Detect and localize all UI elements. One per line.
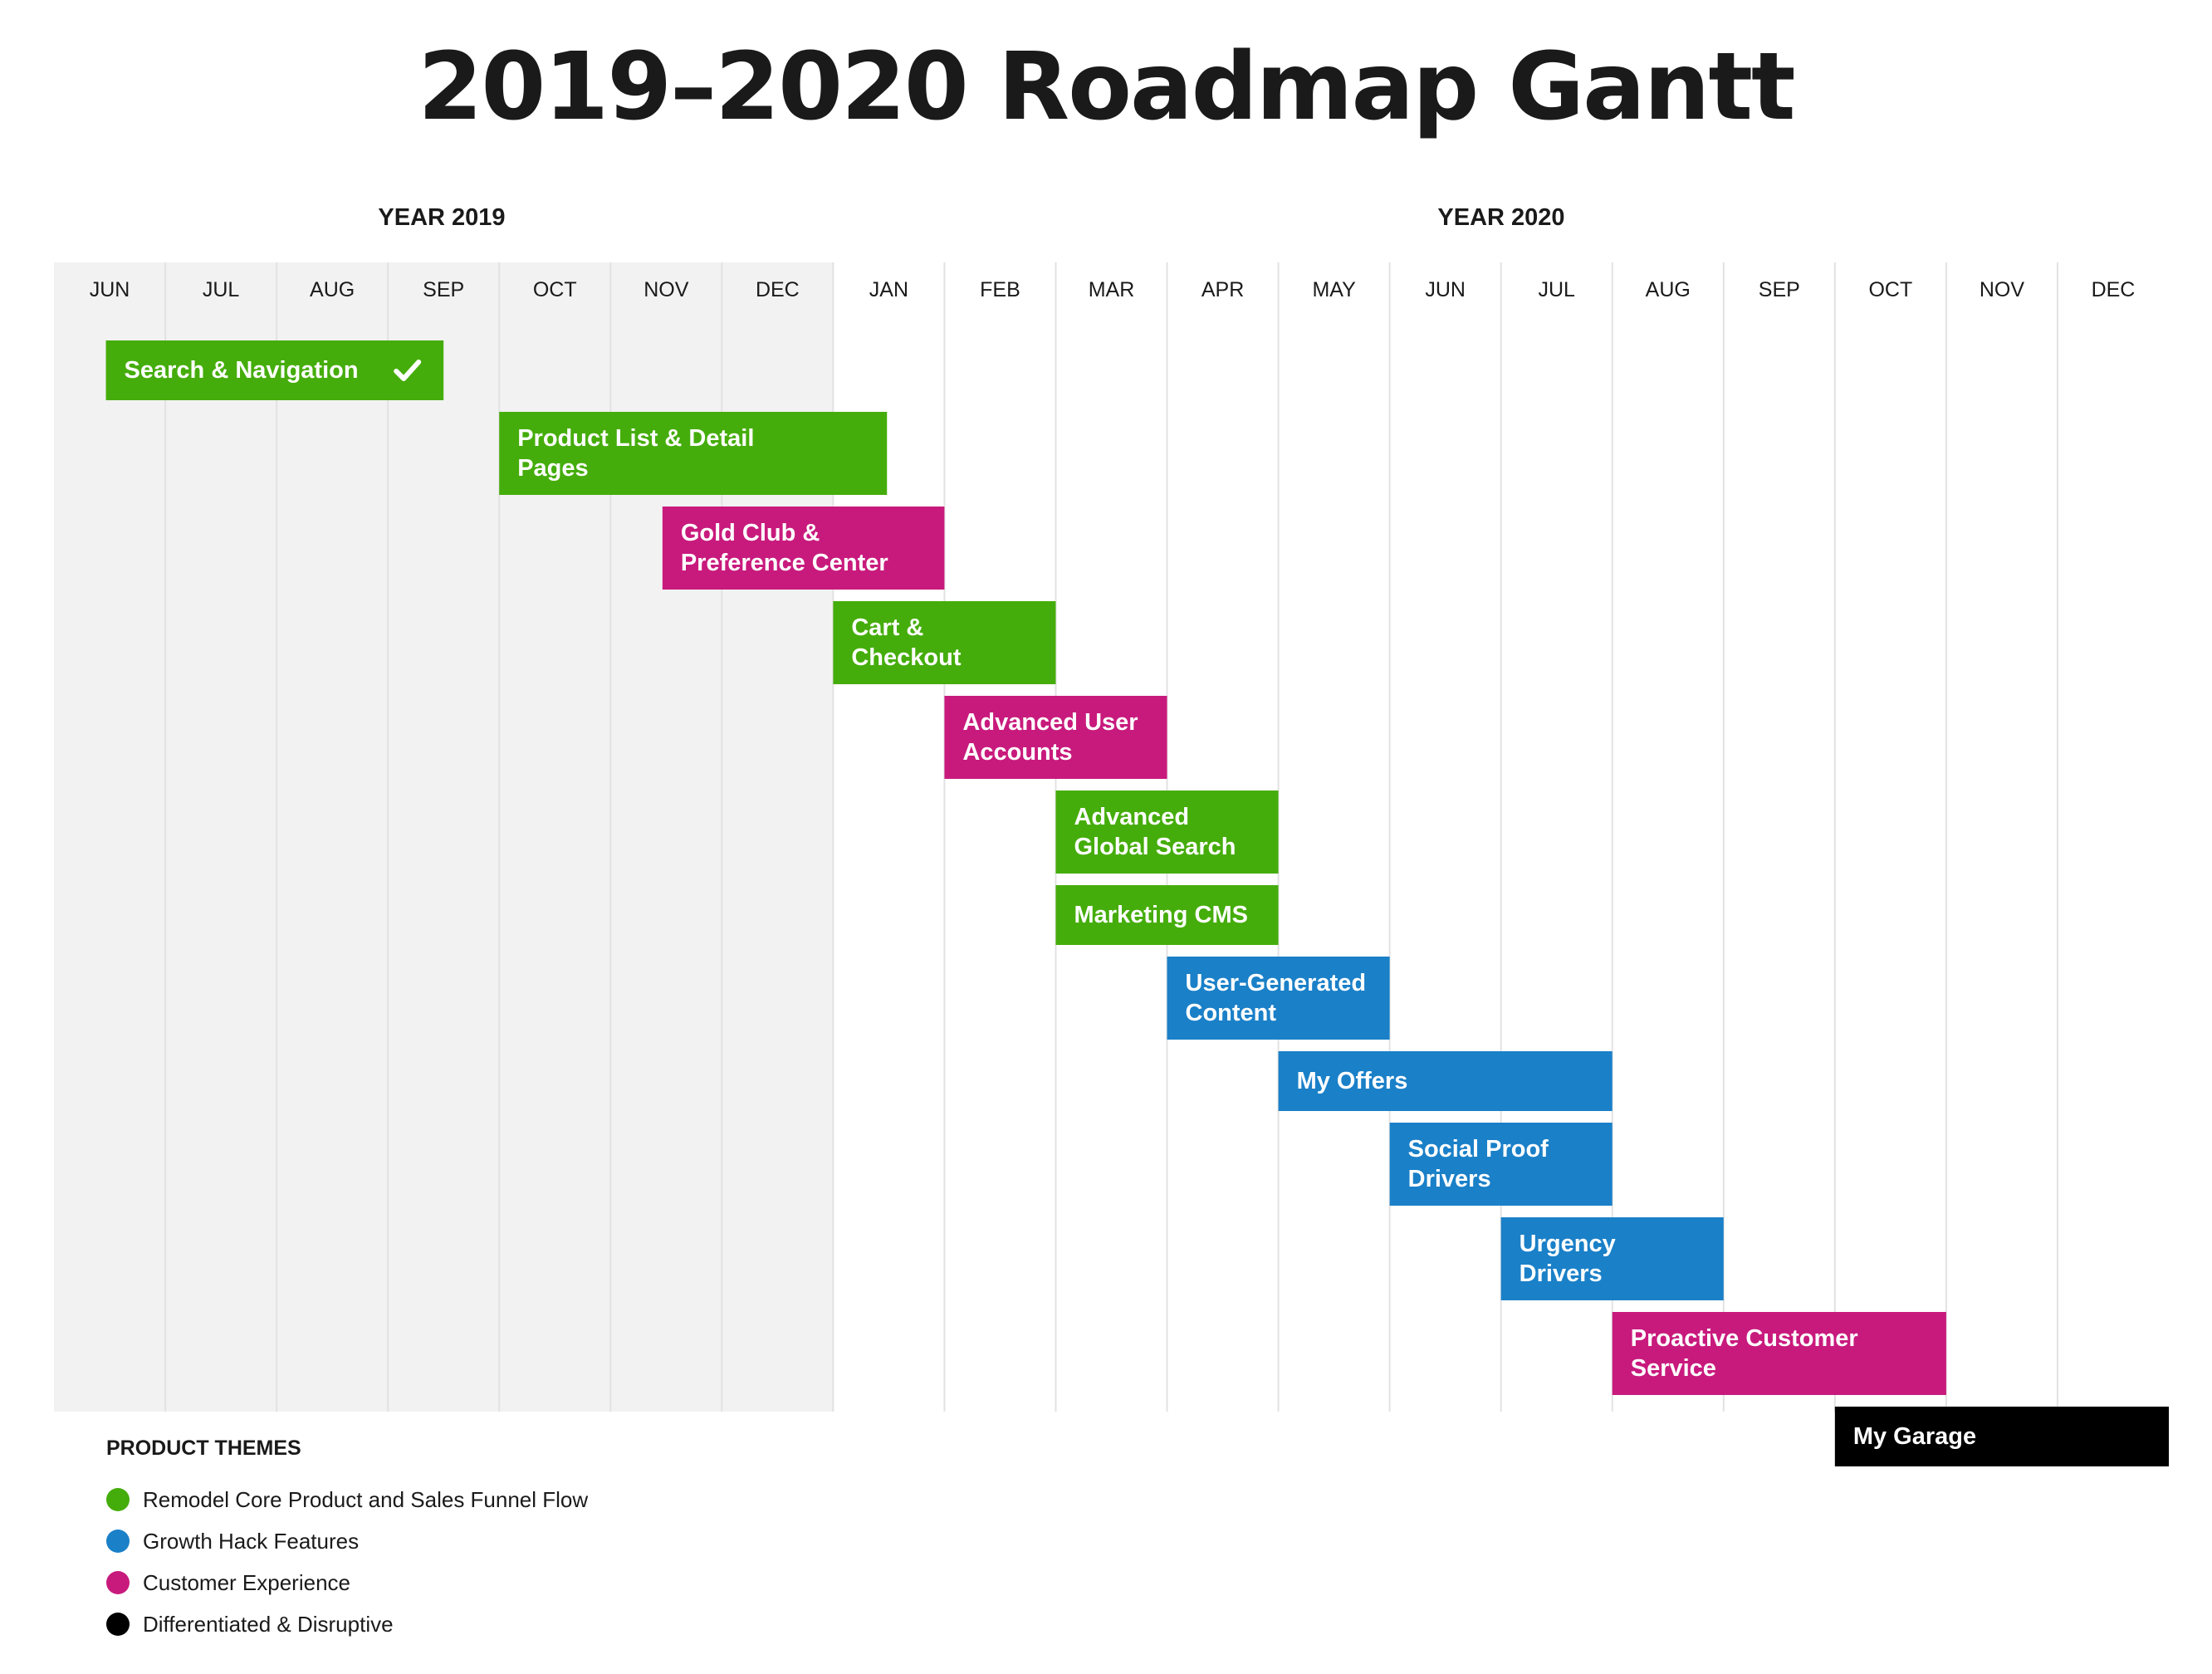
month-label: JUN <box>90 278 130 301</box>
legend-label-growth: Growth Hack Features <box>143 1528 360 1554</box>
task-bar <box>662 507 945 590</box>
legend-item-core: Remodel Core Product and Sales Funnel Fl… <box>106 1479 588 1520</box>
task-label: Global Search <box>1074 834 1236 860</box>
task-label: Service <box>1631 1355 1716 1382</box>
task-label: Content <box>1186 1000 1277 1026</box>
task-bar <box>1389 1123 1613 1206</box>
task-label: User-Generated <box>1186 970 1367 996</box>
task-bar <box>1278 1051 1613 1111</box>
task-bar <box>1834 1407 2169 1466</box>
month-label: AUG <box>310 278 355 301</box>
month-label: DEC <box>756 278 800 301</box>
task-label: Gold Club & <box>681 520 820 546</box>
task-bar <box>1500 1217 1724 1300</box>
month-label: SEP <box>1759 278 1800 301</box>
task-label: My Garage <box>1853 1423 1976 1450</box>
legend-dot-customer-experience <box>106 1571 130 1594</box>
year-label-2019: YEAR 2019 <box>378 204 506 231</box>
month-label: JUL <box>203 278 240 301</box>
month-label: SEP <box>423 278 464 301</box>
legend-item-customer-experience: Customer Experience <box>106 1562 588 1603</box>
legend-dot-growth <box>106 1530 130 1553</box>
month-label: OCT <box>1868 278 1912 301</box>
task-label: My Offers <box>1297 1068 1408 1094</box>
task-bar <box>833 601 1056 684</box>
legend-item-growth: Growth Hack Features <box>106 1520 588 1562</box>
legend-label-customer-experience: Customer Experience <box>143 1569 350 1595</box>
task-label: Search & Navigation <box>125 357 359 384</box>
task-bar <box>1167 957 1390 1040</box>
month-label: FEB <box>980 278 1020 301</box>
legend-label-core: Remodel Core Product and Sales Funnel Fl… <box>143 1486 589 1512</box>
month-label: NOV <box>644 278 689 301</box>
task-bar <box>1055 790 1279 874</box>
task-label: Pages <box>517 455 588 482</box>
task-bar <box>944 696 1167 779</box>
task-bar <box>1612 1312 1946 1395</box>
task-label: Marketing CMS <box>1074 902 1247 928</box>
task-label: Advanced User <box>962 709 1138 736</box>
chart-title: 2019–2020 Roadmap Gantt <box>418 33 1795 141</box>
month-label: DEC <box>2092 278 2136 301</box>
task-label: Preference Center <box>681 550 888 576</box>
month-label: JUL <box>1538 278 1575 301</box>
task-label: Advanced <box>1074 804 1189 830</box>
task-label: Proactive Customer <box>1631 1325 1858 1352</box>
task-label: Drivers <box>1408 1166 1491 1192</box>
month-label: JUN <box>1425 278 1466 301</box>
task-label: Social Proof <box>1408 1136 1549 1162</box>
year-label-2020: YEAR 2020 <box>1437 204 1565 231</box>
legend-item-disruptive: Differentiated & Disruptive <box>106 1603 588 1645</box>
month-label: OCT <box>533 278 577 301</box>
task-label: Urgency <box>1520 1231 1616 1257</box>
month-label: JAN <box>869 278 908 301</box>
task-label: Checkout <box>851 644 961 671</box>
month-label: MAR <box>1089 278 1135 301</box>
legend-dot-disruptive <box>106 1613 130 1636</box>
month-label: MAY <box>1312 278 1356 301</box>
task-bar <box>1055 885 1279 945</box>
month-label: NOV <box>1980 278 2025 301</box>
legend-title: PRODUCT THEMES <box>106 1437 301 1460</box>
legend-dot-core <box>106 1488 130 1511</box>
task-bar <box>105 340 444 400</box>
legend-label-disruptive: Differentiated & Disruptive <box>143 1611 394 1637</box>
task-bar <box>499 412 888 495</box>
month-label: APR <box>1201 278 1244 301</box>
legend: PRODUCT THEMES Remodel Core Product and … <box>106 1437 588 1645</box>
task-label: Cart & <box>851 614 923 641</box>
task-label: Accounts <box>962 739 1072 766</box>
month-label: AUG <box>1646 278 1691 301</box>
checkmark-icon <box>394 360 422 381</box>
task-label: Drivers <box>1520 1260 1603 1287</box>
task-label: Product List & Detail <box>517 425 754 452</box>
